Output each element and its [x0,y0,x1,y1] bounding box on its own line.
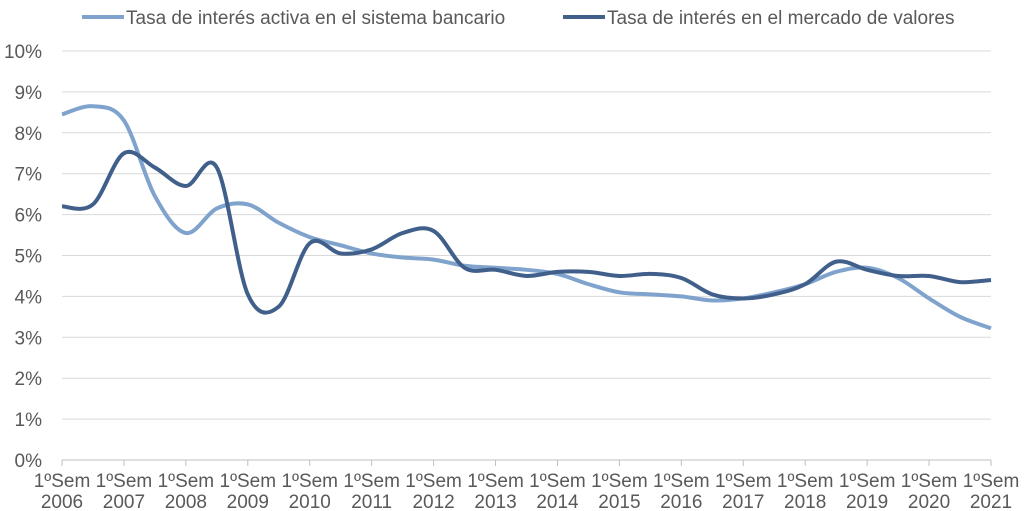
y-tick-label: 1% [15,410,43,431]
x-tick-label-line2: 2019 [846,492,888,511]
x-tick-label-line1: 1ºSem [715,471,772,492]
y-tick-label: 10% [4,42,42,63]
y-tick-label: 8% [15,124,43,145]
x-tick-label-line1: 1ºSem [281,471,338,492]
x-tick-label-line1: 1ºSem [653,471,710,492]
y-tick-label: 7% [15,165,43,186]
x-tick-label-line2: 2017 [722,492,764,511]
y-tick-label: 2% [15,369,43,390]
series-line-1 [61,104,992,331]
x-tick-label-line1: 1ºSem [467,471,524,492]
x-tick-label-line2: 2018 [784,492,826,511]
legend: Tasa de interés activa en el sistema ban… [82,8,954,29]
x-tick-label: 1ºSem 2009 [220,471,277,511]
x-tick-label-line2: 2020 [908,492,950,511]
x-tick-label-line1: 1ºSem [777,471,834,492]
y-tick-label: 5% [15,247,43,268]
x-tick-label-line2: 2015 [598,492,640,511]
x-tick-label-line2: 2013 [474,492,516,511]
x-tick-label-line2: 2007 [103,492,145,511]
x-tick-label-line1: 1ºSem [34,471,91,492]
x-tick-label: 1ºSem 2011 [343,471,400,511]
x-tick-label-line2: 2008 [165,492,207,511]
y-tick-label: 3% [15,328,43,349]
x-tick-label-line1: 1ºSem [96,471,153,492]
x-tick-label-line2: 2011 [351,492,392,511]
x-tick-label-line2: 2012 [412,492,454,511]
legend-item-2: Tasa de interés en el mercado de valores [563,8,954,29]
y-tick-label: 0% [15,451,43,472]
y-tick-label: 6% [15,206,43,227]
x-tick-label-line1: 1ºSem [343,471,400,492]
data-series [61,104,992,331]
x-tick-label-line2: 2010 [289,492,331,511]
x-tick-label: 1ºSem 2014 [529,471,586,511]
y-tick-label: 9% [15,83,43,104]
grid-lines [62,50,991,420]
x-tick-label-line2: 2016 [660,492,702,511]
x-tick-label: 1ºSem 2007 [96,471,153,511]
x-tick-label: 1ºSem 2021 [963,471,1020,511]
x-tick-label: 1ºSem 2013 [467,471,524,511]
x-tick-label: 1ºSem 2016 [653,471,710,511]
x-tick-label-line2: 2006 [41,492,83,511]
x-tick-label: 1ºSem 2019 [839,471,896,511]
x-tick-label-line1: 1ºSem [158,471,215,492]
axes [61,459,992,466]
x-tick-label-line1: 1ºSem [591,471,648,492]
x-tick-label-line1: 1ºSem [901,471,958,492]
x-tick-label: 1ºSem 2006 [34,471,91,511]
legend-item-1: Tasa de interés activa en el sistema ban… [82,8,505,29]
y-axis-tick-labels: 0% 1% 2% 3% 4% 5% 6% 7% 8% 9% 10% [4,42,42,472]
x-tick-label-line2: 2021 [970,492,1012,511]
x-tick-label: 1ºSem 2015 [591,471,648,511]
x-tick-label: 1ºSem 2020 [901,471,958,511]
x-tick-label: 1ºSem 2017 [715,471,772,511]
x-tick-label: 1ºSem 2012 [405,471,462,511]
x-tick-label-line1: 1ºSem [839,471,896,492]
y-tick-label: 4% [15,287,43,308]
series-line-2 [61,149,992,315]
x-tick-label-line2: 2009 [227,492,269,511]
x-tick-label: 1ºSem 2018 [777,471,834,511]
x-tick-label-line2: 2014 [536,492,579,511]
x-tick-label-line1: 1ºSem [529,471,586,492]
legend-label: Tasa de interés activa en el sistema ban… [126,8,505,29]
x-tick-label: 1ºSem 2008 [158,471,215,511]
x-tick-label-line1: 1ºSem [220,471,277,492]
x-tick-label-line1: 1ºSem [963,471,1020,492]
legend-label: Tasa de interés en el mercado de valores [607,8,954,29]
x-tick-label-line1: 1ºSem [405,471,462,492]
x-tick-label: 1ºSem 2010 [281,471,338,511]
